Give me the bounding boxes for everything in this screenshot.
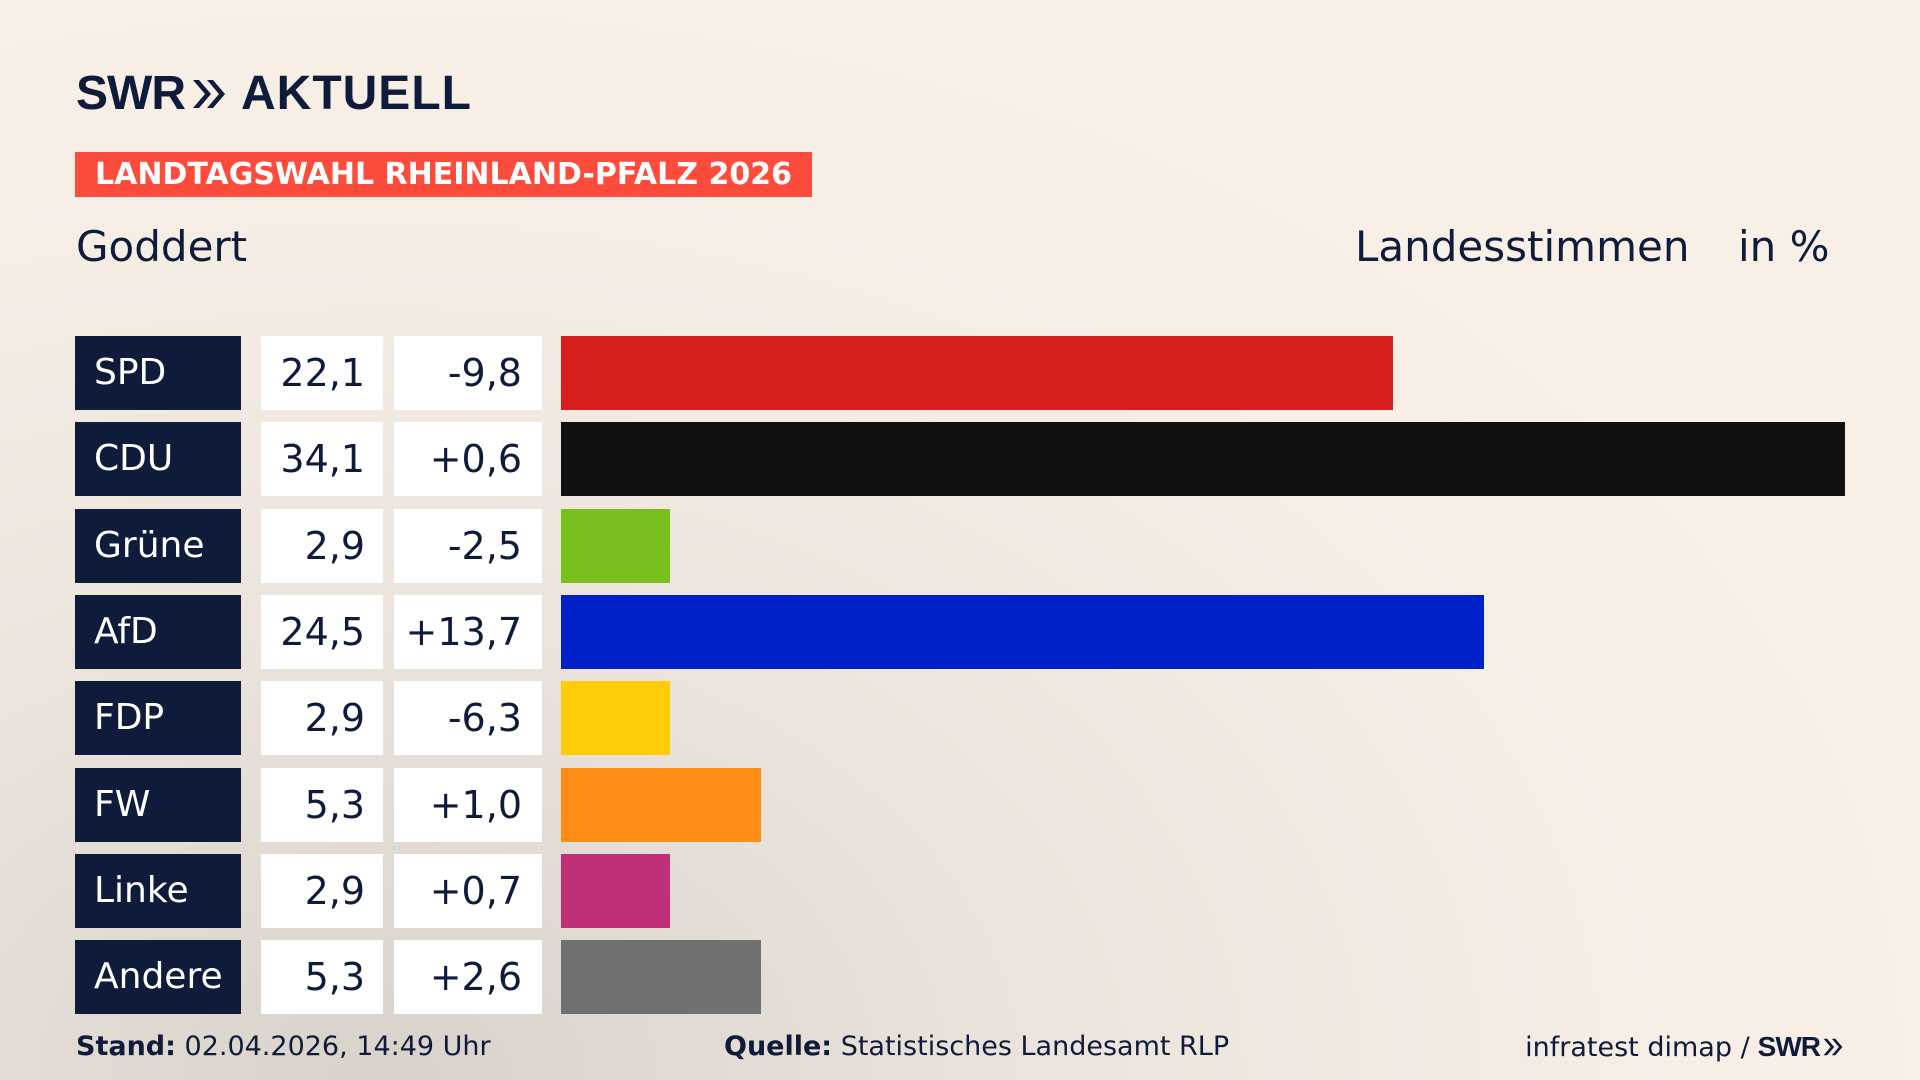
vote-share-value: 2,9 xyxy=(261,681,383,755)
party-label: Andere xyxy=(75,940,241,1014)
vote-change-value: -6,3 xyxy=(394,681,542,755)
footer-swr-logo: SWR xyxy=(1757,1031,1821,1062)
vote-change-value: +13,7 xyxy=(394,595,542,669)
vote-change-value: +0,6 xyxy=(394,422,542,496)
vote-share-bar xyxy=(561,336,1393,410)
party-label: FW xyxy=(75,768,241,842)
vote-share-value: 2,9 xyxy=(261,509,383,583)
logo-swr-text: SWR xyxy=(76,67,186,120)
party-label: CDU xyxy=(75,422,241,496)
party-label: Grüne xyxy=(75,509,241,583)
party-label: FDP xyxy=(75,681,241,755)
measure-label: Landesstimmen xyxy=(1355,222,1690,271)
party-label: AfD xyxy=(75,595,241,669)
municipality-title: Goddert xyxy=(76,222,248,271)
double-chevron-small-icon xyxy=(1822,1037,1844,1057)
vote-change-value: -9,8 xyxy=(394,336,542,410)
footer-source: Quelle: Statistisches Landesamt RLP xyxy=(724,1031,1229,1062)
stand-value: 02.04.2026, 14:49 Uhr xyxy=(184,1031,491,1062)
vote-change-value: +0,7 xyxy=(394,854,542,928)
election-banner: LANDTAGSWAHL RHEINLAND-PFALZ 2026 xyxy=(75,152,812,197)
swr-aktuell-logo: SWR AKTUELL xyxy=(76,66,472,121)
vote-share-value: 5,3 xyxy=(261,768,383,842)
source-value: Statistisches Landesamt RLP xyxy=(840,1031,1230,1062)
vote-share-value: 22,1 xyxy=(261,336,383,410)
party-label: Linke xyxy=(75,854,241,928)
vote-share-bar xyxy=(561,681,670,755)
vote-share-bar xyxy=(561,509,670,583)
source-label: Quelle: xyxy=(724,1031,833,1062)
vote-share-value: 24,5 xyxy=(261,595,383,669)
vote-share-bar xyxy=(561,595,1484,669)
logo-aktuell-text: AKTUELL xyxy=(240,67,472,120)
unit-label: in % xyxy=(1738,222,1830,271)
footer-credit: infratest dimap / SWR xyxy=(1525,1031,1844,1063)
double-chevron-icon xyxy=(191,77,227,111)
credit-text: infratest dimap / xyxy=(1525,1031,1750,1063)
vote-share-bar xyxy=(561,854,670,928)
vote-change-value: -2,5 xyxy=(394,509,542,583)
vote-share-bar xyxy=(561,940,761,1014)
vote-change-value: +2,6 xyxy=(394,940,542,1014)
vote-share-value: 2,9 xyxy=(261,854,383,928)
vote-share-value: 34,1 xyxy=(261,422,383,496)
vote-share-bar xyxy=(561,422,1845,496)
party-label: SPD xyxy=(75,336,241,410)
vote-share-value: 5,3 xyxy=(261,940,383,1014)
vote-change-value: +1,0 xyxy=(394,768,542,842)
stand-label: Stand: xyxy=(76,1031,176,1062)
footer-stand: Stand: 02.04.2026, 14:49 Uhr xyxy=(76,1031,491,1062)
vote-share-bar xyxy=(561,768,761,842)
